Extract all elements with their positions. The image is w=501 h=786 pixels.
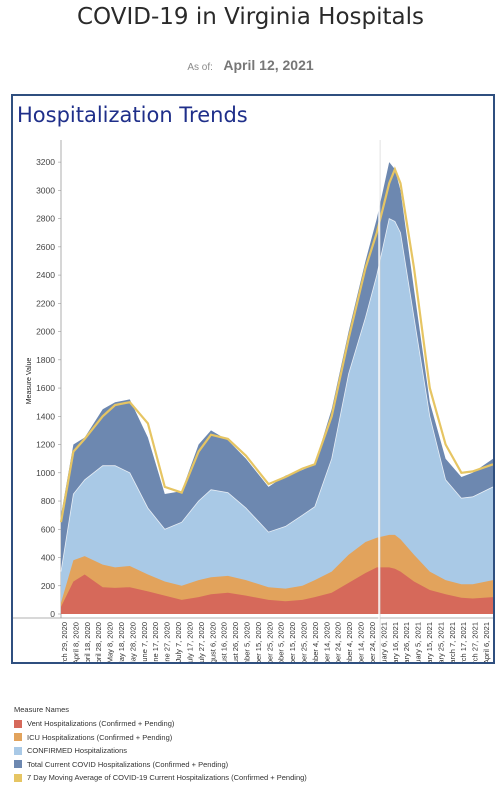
x-tick-label: September 25, 2020: [265, 622, 274, 662]
y-tick-label: 1800: [36, 355, 55, 365]
legend-label: CONFIRMED Hospitalizations: [27, 746, 128, 756]
y-tick-label: 2800: [36, 214, 55, 224]
panel-title: Hospitalization Trends: [17, 103, 248, 127]
legend-label: Vent Hospitalizations (Confirmed + Pendi…: [27, 719, 175, 729]
y-tick-label: 800: [41, 496, 55, 506]
y-tick-label: 200: [41, 581, 55, 591]
page-title: COVID-19 in Virginia Hospitals: [77, 4, 424, 30]
x-tick-label: April 8, 2020: [71, 622, 80, 662]
as-of-date: April 12, 2021: [223, 57, 314, 73]
x-tick-label: January 16, 2021: [391, 622, 400, 662]
legend: Measure Names Vent Hospitalizations (Con…: [14, 705, 307, 785]
x-tick-label: April 28, 2020: [94, 622, 103, 662]
x-tick-label: March 29, 2020: [60, 622, 69, 662]
y-tick-label: 1600: [36, 383, 55, 393]
x-tick-label: March 7, 2021: [448, 622, 457, 662]
y-tick-label: 1200: [36, 440, 55, 450]
x-tick-label: October 5, 2020: [277, 622, 286, 662]
x-tick-label: August 6, 2020: [208, 622, 217, 662]
hospitalization-trends-panel: Hospitalization Trends 0 200 400 600 800 1000…: [11, 94, 495, 664]
legend-item[interactable]: Vent Hospitalizations (Confirmed + Pendi…: [14, 717, 307, 731]
legend-swatch: [14, 733, 22, 742]
y-tick-label: 600: [41, 524, 55, 534]
x-tick-label: October 25, 2020: [300, 622, 309, 662]
legend-label: 7 Day Moving Average of COVID-19 Current…: [27, 773, 307, 783]
as-of: As of: April 12, 2021: [0, 57, 501, 75]
y-axis-label: Measure Value: [26, 358, 33, 405]
series-area: [61, 218, 493, 614]
y-tick-label: 2600: [36, 242, 55, 252]
y-tick-label: 2000: [36, 327, 55, 337]
hospitalization-chart[interactable]: 0 200 400 600 800 1000 1200 1400 1600 1800 2000 220…: [13, 96, 493, 662]
legend-swatch: [14, 719, 22, 728]
legend-label: ICU Hospitalizations (Confirmed + Pendin…: [27, 732, 173, 742]
legend-swatch: [14, 773, 22, 782]
x-tick-label: December 14, 2020: [357, 622, 366, 662]
legend-label: Total Current COVID Hospitalizations (Co…: [27, 759, 229, 769]
y-tick-label: 2400: [36, 270, 55, 280]
legend-item[interactable]: 7 Day Moving Average of COVID-19 Current…: [14, 771, 307, 785]
x-tick-label: January 6, 2021: [379, 622, 388, 662]
x-tick-label: June 7, 2020: [140, 622, 149, 662]
x-tick-label: October 15, 2020: [288, 622, 297, 662]
x-tick-label: December 24, 2020: [368, 622, 377, 662]
x-tick-label: April 18, 2020: [83, 622, 92, 662]
x-tick-label: November 14, 2020: [322, 622, 331, 662]
legend-item[interactable]: ICU Hospitalizations (Confirmed + Pendin…: [14, 731, 307, 745]
x-tick-label: July 7, 2020: [174, 622, 183, 662]
y-tick-label: 400: [41, 553, 55, 563]
y-tick-label: 1000: [36, 468, 55, 478]
legend-item[interactable]: CONFIRMED Hospitalizations: [14, 744, 307, 758]
legend-title: Measure Names: [14, 705, 70, 714]
legend-item[interactable]: Total Current COVID Hospitalizations (Co…: [14, 758, 307, 772]
y-tick-label: 3200: [36, 157, 55, 167]
x-tick-label: May 18, 2020: [117, 622, 126, 662]
x-tick-label: May 28, 2020: [128, 622, 137, 662]
legend-swatch: [14, 746, 22, 755]
x-tick-label: July 27, 2020: [197, 622, 206, 662]
x-tick-label: May 8, 2020: [106, 622, 115, 662]
x-tick-label: February 5, 2021: [414, 622, 423, 662]
x-tick-label: August 26, 2020: [231, 622, 240, 662]
x-tick-label: December 4, 2020: [345, 622, 354, 662]
x-tick-label: November 4, 2020: [311, 622, 320, 662]
x-tick-label: June 27, 2020: [163, 622, 172, 662]
series-area: [61, 567, 493, 614]
y-tick-label: 3000: [36, 185, 55, 195]
y-tick-label: 1400: [36, 411, 55, 421]
x-tick-label: March 27, 2021: [471, 622, 480, 662]
x-tick-label: April 6, 2021: [482, 622, 491, 662]
x-tick-label: March 17, 2021: [459, 622, 468, 662]
legend-swatch: [14, 760, 22, 769]
x-tick-label: September 15, 2020: [254, 622, 263, 662]
x-tick-label: February 25, 2021: [436, 622, 445, 662]
as-of-label: As of:: [187, 62, 213, 73]
x-tick-label: November 24, 2020: [334, 622, 343, 662]
y-tick-label: 0: [50, 609, 55, 619]
y-tick-label: 2200: [36, 298, 55, 308]
x-tick-label: June 17, 2020: [151, 622, 160, 662]
moving-average-line: [59, 166, 493, 523]
x-tick-label: January 26, 2021: [402, 622, 411, 662]
x-tick-label: February 15, 2021: [425, 622, 434, 662]
x-tick-label: July 17, 2020: [185, 622, 194, 662]
x-tick-label: August 16, 2020: [220, 622, 229, 662]
x-tick-label: September 5, 2020: [242, 622, 251, 662]
confirmed-edge-line: [60, 218, 493, 572]
